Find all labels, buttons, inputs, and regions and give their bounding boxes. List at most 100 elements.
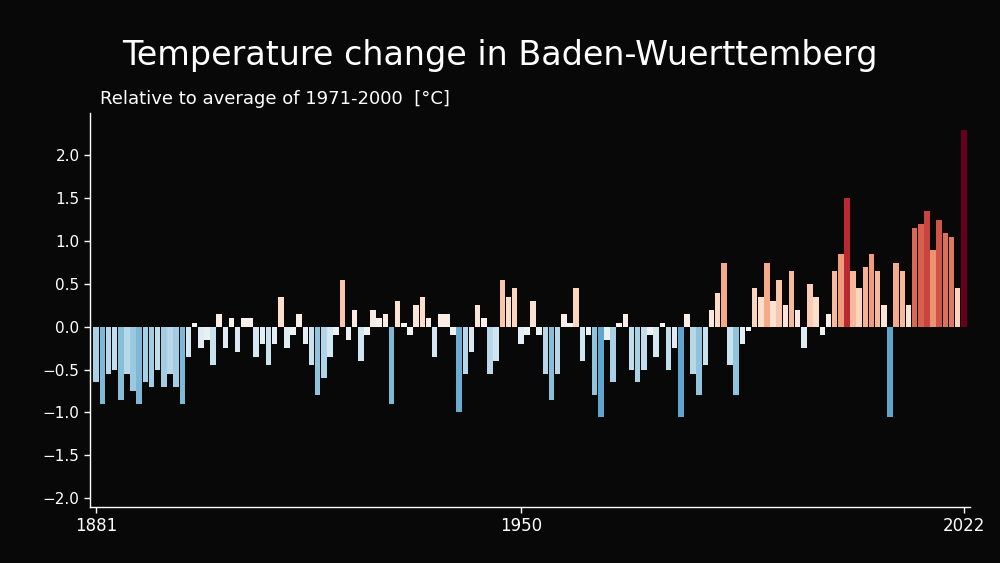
Bar (266, 327, 271, 365)
Bar (500, 280, 505, 327)
Bar (438, 314, 444, 327)
Bar (518, 327, 524, 344)
Bar (598, 327, 604, 417)
Bar (543, 327, 548, 374)
Bar (112, 327, 117, 370)
Bar (235, 327, 240, 352)
Bar (395, 301, 400, 327)
Bar (930, 249, 936, 327)
Bar (616, 323, 622, 327)
Bar (198, 327, 204, 348)
Bar (315, 327, 320, 395)
Bar (186, 327, 191, 357)
Bar (167, 327, 173, 374)
Bar (672, 327, 677, 348)
Bar (610, 327, 616, 382)
Bar (690, 327, 696, 374)
Bar (623, 314, 628, 327)
Bar (260, 327, 265, 344)
Bar (875, 271, 880, 327)
Bar (401, 323, 407, 327)
Bar (820, 327, 825, 336)
Bar (801, 327, 807, 348)
Bar (783, 305, 788, 327)
Bar (407, 327, 413, 336)
Bar (863, 267, 868, 327)
Bar (352, 310, 357, 327)
Bar (826, 314, 831, 327)
Bar (641, 327, 647, 370)
Bar (463, 327, 468, 374)
Bar (961, 129, 967, 327)
Bar (807, 284, 813, 327)
Bar (660, 323, 665, 327)
Bar (850, 271, 856, 327)
Bar (173, 327, 179, 387)
Bar (383, 314, 388, 327)
Bar (340, 280, 345, 327)
Bar (309, 327, 314, 365)
Bar (844, 198, 850, 327)
Bar (450, 327, 456, 336)
Bar (432, 327, 437, 357)
Bar (838, 254, 844, 327)
Bar (524, 327, 530, 336)
Bar (869, 254, 874, 327)
Bar (918, 224, 924, 327)
Bar (906, 305, 911, 327)
Bar (936, 220, 942, 327)
Bar (426, 318, 431, 327)
Bar (893, 262, 899, 327)
Bar (776, 280, 782, 327)
Bar (210, 327, 216, 365)
Bar (475, 305, 480, 327)
Bar (124, 327, 130, 374)
Bar (949, 237, 954, 327)
Bar (469, 327, 474, 352)
Bar (223, 327, 228, 348)
Bar (506, 297, 511, 327)
Bar (764, 262, 770, 327)
Bar (536, 327, 542, 336)
Bar (143, 327, 148, 382)
Bar (727, 327, 733, 365)
Bar (604, 327, 610, 339)
Bar (130, 327, 136, 391)
Bar (512, 288, 517, 327)
Bar (635, 327, 640, 382)
Bar (370, 310, 376, 327)
Bar (887, 327, 893, 417)
Bar (752, 288, 757, 327)
Bar (555, 327, 560, 374)
Bar (770, 301, 776, 327)
Bar (881, 305, 887, 327)
Bar (758, 297, 764, 327)
Bar (703, 327, 708, 365)
Bar (481, 318, 487, 327)
Bar (715, 293, 720, 327)
Bar (333, 327, 339, 336)
Bar (327, 327, 333, 357)
Bar (93, 327, 99, 382)
Bar (358, 327, 364, 361)
Bar (389, 327, 394, 404)
Bar (955, 288, 960, 327)
Bar (216, 314, 222, 327)
Bar (709, 310, 714, 327)
Bar (924, 211, 930, 327)
Bar (118, 327, 124, 400)
Bar (789, 271, 794, 327)
Bar (912, 228, 917, 327)
Bar (303, 327, 308, 344)
Bar (666, 327, 671, 370)
Bar (155, 327, 160, 370)
Bar (100, 327, 105, 404)
Bar (456, 327, 462, 413)
Bar (204, 327, 210, 339)
Bar (684, 314, 690, 327)
Bar (580, 327, 585, 361)
Bar (943, 233, 948, 327)
Bar (136, 327, 142, 404)
Bar (284, 327, 290, 348)
Bar (444, 314, 450, 327)
